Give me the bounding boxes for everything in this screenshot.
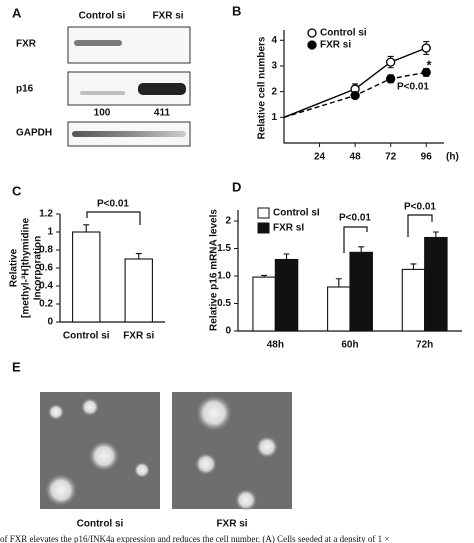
row-label: GAPDH (16, 128, 52, 139)
series-line (283, 47, 427, 118)
error-bar (135, 253, 142, 259)
legend-label: FXR sI (273, 223, 304, 234)
y-tick-label: 0.4 (39, 281, 53, 292)
error-bar (410, 263, 417, 270)
micrograph-caption: Control si (77, 519, 124, 530)
y-tick-label: 1.5 (217, 243, 231, 254)
row-label: p16 (16, 84, 34, 95)
legend-label: FXR si (320, 40, 351, 51)
y-axis-label: Relative cell numbers (257, 36, 268, 139)
x-tick-label: 72h (416, 340, 433, 351)
marker (350, 90, 360, 101)
x-tick-label: Control si (63, 331, 110, 342)
row-label: FXR (16, 39, 37, 50)
x-tick-label: 48 (350, 152, 362, 163)
significance-bracket (86, 211, 141, 225)
annotation: P<0.01 (404, 202, 436, 213)
y-tick-label: 0.8 (39, 245, 53, 256)
bar (274, 258, 299, 332)
micrograph-caption: FXR si (216, 519, 247, 530)
error-bar (358, 246, 365, 253)
panel-label: C (12, 183, 22, 198)
legend-marker (307, 40, 317, 50)
significance-bracket (343, 226, 368, 253)
y-tick-label: 1.2 (39, 209, 53, 220)
x-tick-label: 48h (267, 340, 284, 351)
figure-caption: of FXR elevates the p16/INK4a expression… (0, 534, 389, 543)
y-tick-label: 0 (225, 326, 231, 337)
bar (124, 258, 153, 323)
quantification: 100 (94, 108, 111, 119)
y-tick-label: 0.2 (39, 299, 53, 310)
x-tick-label: 24 (314, 152, 326, 163)
column-label: Control si (79, 11, 126, 22)
y-tick-label: 2 (225, 216, 231, 227)
y-axis-label: [methyl-³H]thymidine (21, 218, 32, 318)
marker (386, 57, 396, 67)
y-tick-label: 0.6 (39, 263, 53, 274)
y-tick-label: 4 (271, 35, 277, 46)
marker (386, 74, 396, 84)
bar (252, 276, 276, 332)
bar (327, 286, 351, 332)
y-tick-label: 1 (47, 227, 53, 238)
significance-bracket (407, 214, 433, 237)
column-label: FXR si (152, 11, 183, 22)
legend-swatch (257, 222, 270, 234)
x-unit: (h) (446, 152, 459, 163)
panel-label: D (232, 179, 241, 194)
marker (421, 67, 431, 78)
panel-label: E (12, 359, 21, 374)
bar (424, 236, 448, 332)
micrograph (172, 392, 292, 511)
bar (72, 231, 101, 323)
error-bar (83, 224, 90, 232)
y-axis-label: Relative p16 mRNA levels (209, 209, 220, 331)
panel-label: B (232, 3, 241, 18)
y-tick-label: 0.5 (217, 298, 231, 309)
legend-label: Control si (320, 28, 367, 39)
x-tick-label: 72 (385, 152, 397, 163)
marker (421, 43, 431, 53)
bar (401, 268, 426, 332)
error-bar (283, 253, 290, 260)
x-tick-label: FXR si (123, 331, 154, 342)
annotation: * (426, 57, 432, 72)
error-bar (432, 231, 439, 238)
legend-label: Control sI (273, 208, 320, 219)
micrograph (40, 392, 160, 509)
y-axis-label: Relative (9, 248, 20, 287)
x-tick-label: 60h (341, 340, 358, 351)
annotation: P<0.01 (397, 82, 429, 93)
bar (349, 251, 373, 332)
y-tick-label: 3 (271, 61, 277, 72)
x-tick-label: 96 (421, 152, 433, 163)
legend-swatch (257, 207, 270, 219)
annotation: P<0.01 (339, 213, 371, 224)
blot (67, 26, 191, 147)
y-tick-label: 1.0 (217, 271, 231, 282)
y-tick-label: 0 (47, 317, 53, 328)
annotation: P<0.01 (97, 199, 129, 210)
panel-label: A (12, 5, 22, 20)
legend-marker (307, 28, 317, 38)
series-line (283, 71, 427, 118)
y-axis-label: Incorporation (33, 236, 44, 300)
y-tick-label: 1 (271, 112, 277, 123)
y-tick-label: 2 (271, 86, 277, 97)
error-bar (335, 278, 342, 287)
quantification: 411 (154, 108, 171, 119)
